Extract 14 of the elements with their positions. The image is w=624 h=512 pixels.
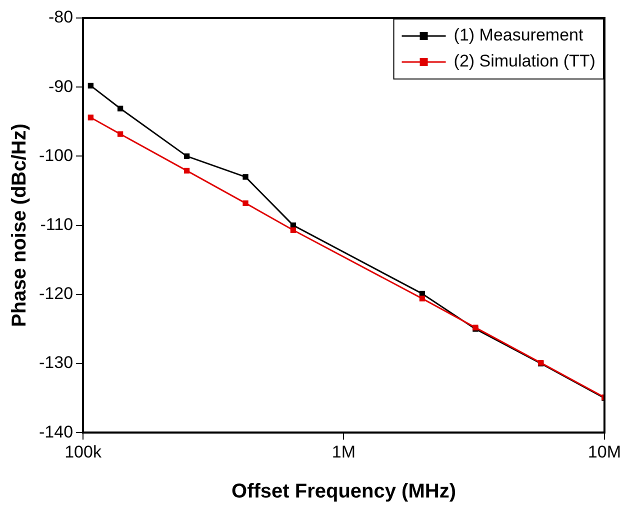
y-tick-label: -80 xyxy=(48,8,74,27)
x-tick-label: 1M xyxy=(332,442,356,462)
y-axis-title: Phase noise (dBc/Hz) xyxy=(8,124,31,327)
y-tick-label: -90 xyxy=(48,76,74,96)
y-tick-label: -100 xyxy=(38,146,74,165)
y-tick-label: -110 xyxy=(40,214,74,234)
legend-label: (2) Simulation (TT) xyxy=(454,52,596,71)
x-tick-label: 10M xyxy=(588,442,622,462)
x-tick-label: 100k xyxy=(64,442,102,462)
x-axis-title: Offset Frequency (MHz) xyxy=(232,480,456,503)
y-tick-label: -120 xyxy=(38,284,74,304)
legend-label: (1) Measurement xyxy=(454,26,584,45)
y-tick-label: -130 xyxy=(38,353,74,372)
y-tick-label: -140 xyxy=(38,422,74,442)
